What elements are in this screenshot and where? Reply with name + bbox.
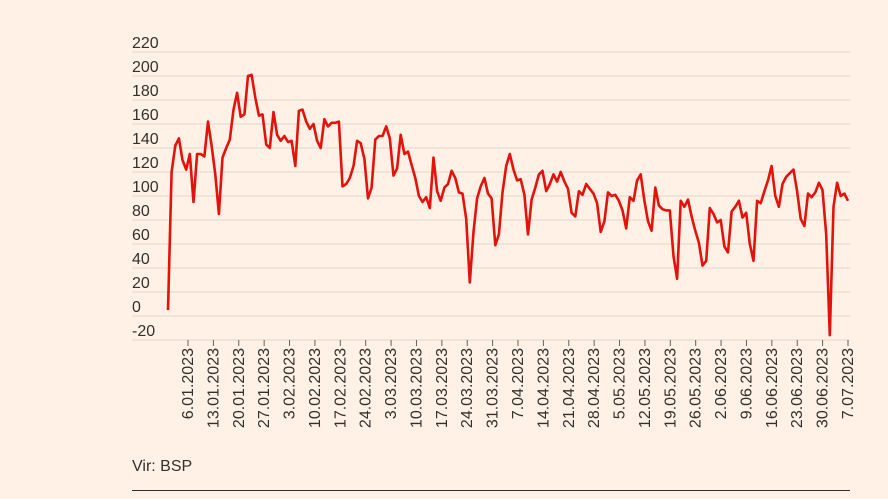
x-tick-label: 12.05.2023: [637, 348, 654, 428]
bottom-rule: [132, 490, 850, 491]
grid-lines: [132, 51, 850, 341]
x-tick-label: 31.03.2023: [485, 348, 502, 428]
y-tick-label: 60: [132, 227, 150, 244]
y-tick-label: 0: [132, 299, 141, 316]
x-tick-label: 21.04.2023: [561, 348, 578, 428]
y-tick-label: 40: [132, 251, 150, 268]
x-tick-label: 20.01.2023: [231, 348, 248, 428]
x-tick-label: 9.06.2023: [738, 348, 755, 419]
x-tick-label: 30.06.2023: [815, 348, 832, 428]
x-tick-label: 27.01.2023: [256, 348, 273, 428]
x-tick-label: 10.03.2023: [408, 348, 425, 428]
x-tick-label: 13.01.2023: [205, 348, 222, 428]
series-line: [166, 73, 850, 337]
x-tick-label: 28.04.2023: [586, 348, 603, 428]
x-tick-label: 14.04.2023: [535, 348, 552, 428]
x-tick-label: 24.02.2023: [358, 348, 375, 428]
y-tick-label: 100: [132, 179, 159, 196]
x-tick-label: 7.04.2023: [510, 348, 527, 419]
x-tick-label: 23.06.2023: [789, 348, 806, 428]
y-tick-label: 180: [132, 83, 159, 100]
y-tick-label: 140: [132, 131, 159, 148]
y-tick-label: 20: [132, 275, 150, 292]
y-tick-label: 80: [132, 203, 150, 220]
x-tick-label: 17.03.2023: [434, 348, 451, 428]
y-tick-label: 200: [132, 59, 159, 76]
source-note: Vir: BSP: [132, 458, 193, 475]
x-tick-label: 17.02.2023: [332, 348, 349, 428]
y-tick-label: 120: [132, 155, 159, 172]
y-tick-label: -20: [132, 323, 155, 340]
y-tick-label: 220: [132, 35, 159, 52]
x-tick-label: 16.06.2023: [764, 348, 781, 428]
x-tick-label: 19.05.2023: [662, 348, 679, 428]
x-tick-label: 3.03.2023: [383, 348, 400, 419]
y-tick-label: 160: [132, 107, 159, 124]
x-tick-label: 24.03.2023: [459, 348, 476, 428]
x-tick-label: 3.02.2023: [282, 348, 299, 419]
x-axis-labels: 6.01.2023 13.01.2023 20.01.2023 27.01.2023 3…: [180, 348, 857, 428]
x-tick-label: 10.02.2023: [307, 348, 324, 428]
x-tick-label: 5.05.2023: [612, 348, 629, 419]
x-tick-label: 2.06.2023: [713, 348, 730, 419]
x-tick-label: 26.05.2023: [688, 348, 705, 428]
x-tick-label: 7.07.2023: [840, 348, 857, 419]
x-tick-label: 6.01.2023: [180, 348, 197, 419]
x-axis-ticks: [187, 340, 849, 346]
